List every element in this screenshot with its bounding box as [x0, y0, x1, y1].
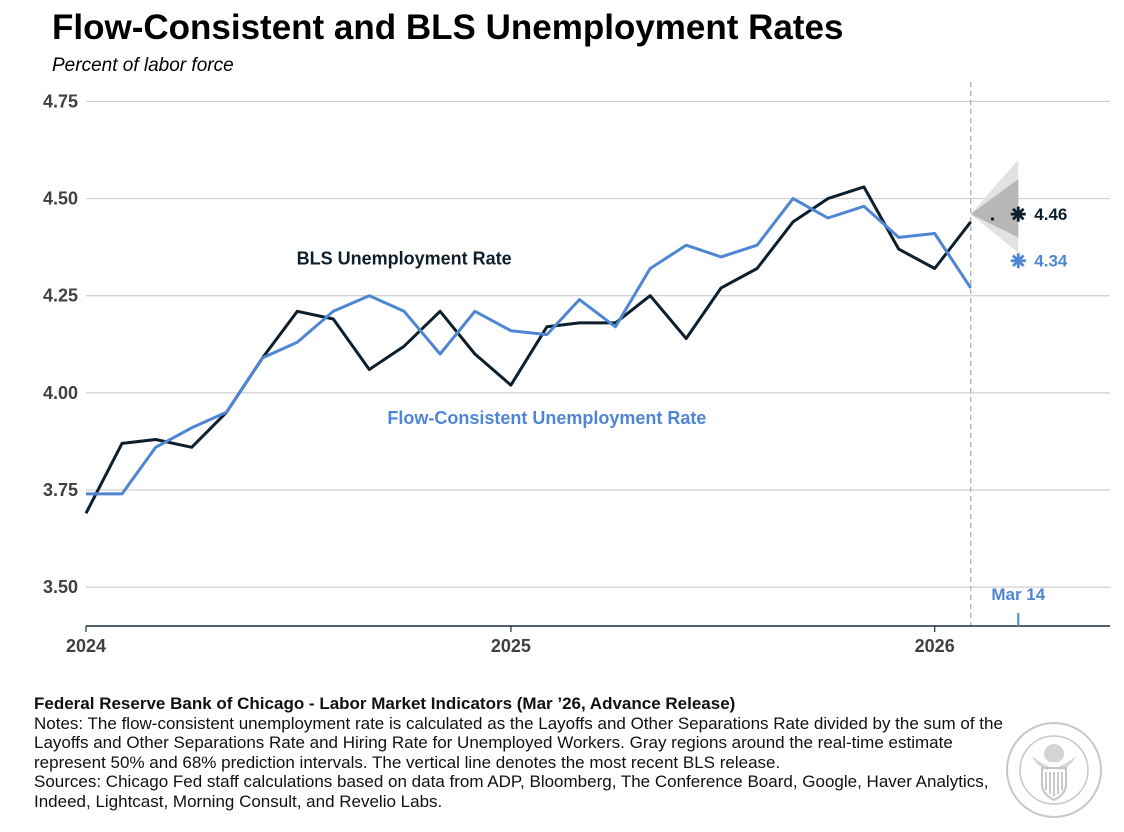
footer-source-title: Federal Reserve Bank of Chicago - Labor …	[34, 694, 736, 713]
x-tick-label: 2025	[491, 636, 531, 656]
chart-title: Flow-Consistent and BLS Unemployment Rat…	[52, 8, 844, 47]
bls-estimate-marker	[1010, 206, 1026, 222]
prediction-intervals	[970, 159, 1019, 253]
y-tick-label: 4.25	[43, 286, 78, 306]
footer-notes-text: Notes: The flow-consistent unemployment …	[34, 713, 1003, 772]
estimate-marker-stroke	[1011, 254, 1025, 268]
bls-estimate-label: 4.46	[1034, 205, 1067, 224]
chart-area: 3.50 3.75 4.00 4.25 4.50 4.75 2024 2025 2026 4.4…	[43, 82, 1110, 656]
y-tick-label: 4.50	[43, 189, 78, 209]
y-tick-label: 4.75	[43, 91, 78, 111]
x-tick-label: 2024	[66, 636, 106, 656]
flow-consistent-series-line	[86, 197, 972, 496]
release-date-label: Mar 14	[991, 585, 1045, 604]
chart-labels: 4.46 4.34 Mar 14 BLS Unemployment Rate Flow-…	[297, 205, 1068, 626]
flow-consistent-estimate-marker	[1010, 253, 1026, 269]
prediction-interval-50pct	[970, 179, 1019, 238]
x-tick-label: 2026	[915, 636, 955, 656]
y-tick-label: 4.00	[43, 383, 78, 403]
bls-series-label: BLS Unemployment Rate	[297, 249, 512, 269]
federal-reserve-seal-icon	[1006, 722, 1102, 818]
series-lines	[84, 185, 1026, 514]
footer-notes: Federal Reserve Bank of Chicago - Labor …	[34, 694, 1014, 811]
y-tick-label: 3.50	[43, 577, 78, 597]
chart-subtitle: Percent of labor force	[52, 55, 234, 76]
footer-sources-text: Sources: Chicago Fed staff calculations …	[34, 772, 989, 811]
bls-series-line	[84, 185, 972, 514]
flow-consistent-series-label: Flow-Consistent Unemployment Rate	[387, 408, 706, 428]
flow-consistent-estimate-label: 4.34	[1034, 252, 1068, 271]
y-tick-label: 3.75	[43, 480, 78, 500]
bls-estimate-connector-dot	[990, 217, 995, 221]
estimate-marker-stroke	[1011, 207, 1025, 221]
axes: 3.50 3.75 4.00 4.25 4.50 4.75 2024 2025 2026	[43, 91, 1110, 656]
gridlines	[86, 100, 1110, 588]
